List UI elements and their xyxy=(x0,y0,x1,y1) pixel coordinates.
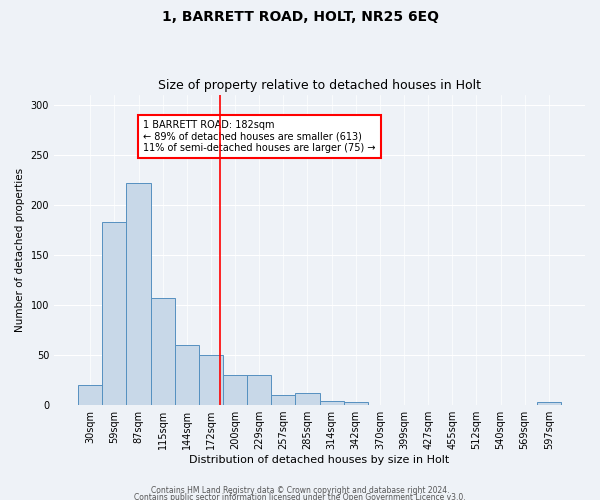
Bar xyxy=(223,375,247,405)
Bar xyxy=(344,402,368,405)
Bar xyxy=(295,393,320,405)
Bar xyxy=(78,385,103,405)
Bar xyxy=(537,402,561,405)
X-axis label: Distribution of detached houses by size in Holt: Distribution of detached houses by size … xyxy=(190,455,449,465)
Bar xyxy=(175,345,199,405)
Bar xyxy=(271,395,295,405)
Bar xyxy=(103,222,127,405)
Y-axis label: Number of detached properties: Number of detached properties xyxy=(15,168,25,332)
Bar xyxy=(151,298,175,405)
Bar xyxy=(247,375,271,405)
Text: Contains public sector information licensed under the Open Government Licence v3: Contains public sector information licen… xyxy=(134,494,466,500)
Text: 1, BARRETT ROAD, HOLT, NR25 6EQ: 1, BARRETT ROAD, HOLT, NR25 6EQ xyxy=(161,10,439,24)
Text: 1 BARRETT ROAD: 182sqm
← 89% of detached houses are smaller (613)
11% of semi-de: 1 BARRETT ROAD: 182sqm ← 89% of detached… xyxy=(143,120,376,153)
Title: Size of property relative to detached houses in Holt: Size of property relative to detached ho… xyxy=(158,79,481,92)
Text: Contains HM Land Registry data © Crown copyright and database right 2024.: Contains HM Land Registry data © Crown c… xyxy=(151,486,449,495)
Bar xyxy=(127,182,151,405)
Bar xyxy=(199,355,223,405)
Bar xyxy=(320,401,344,405)
